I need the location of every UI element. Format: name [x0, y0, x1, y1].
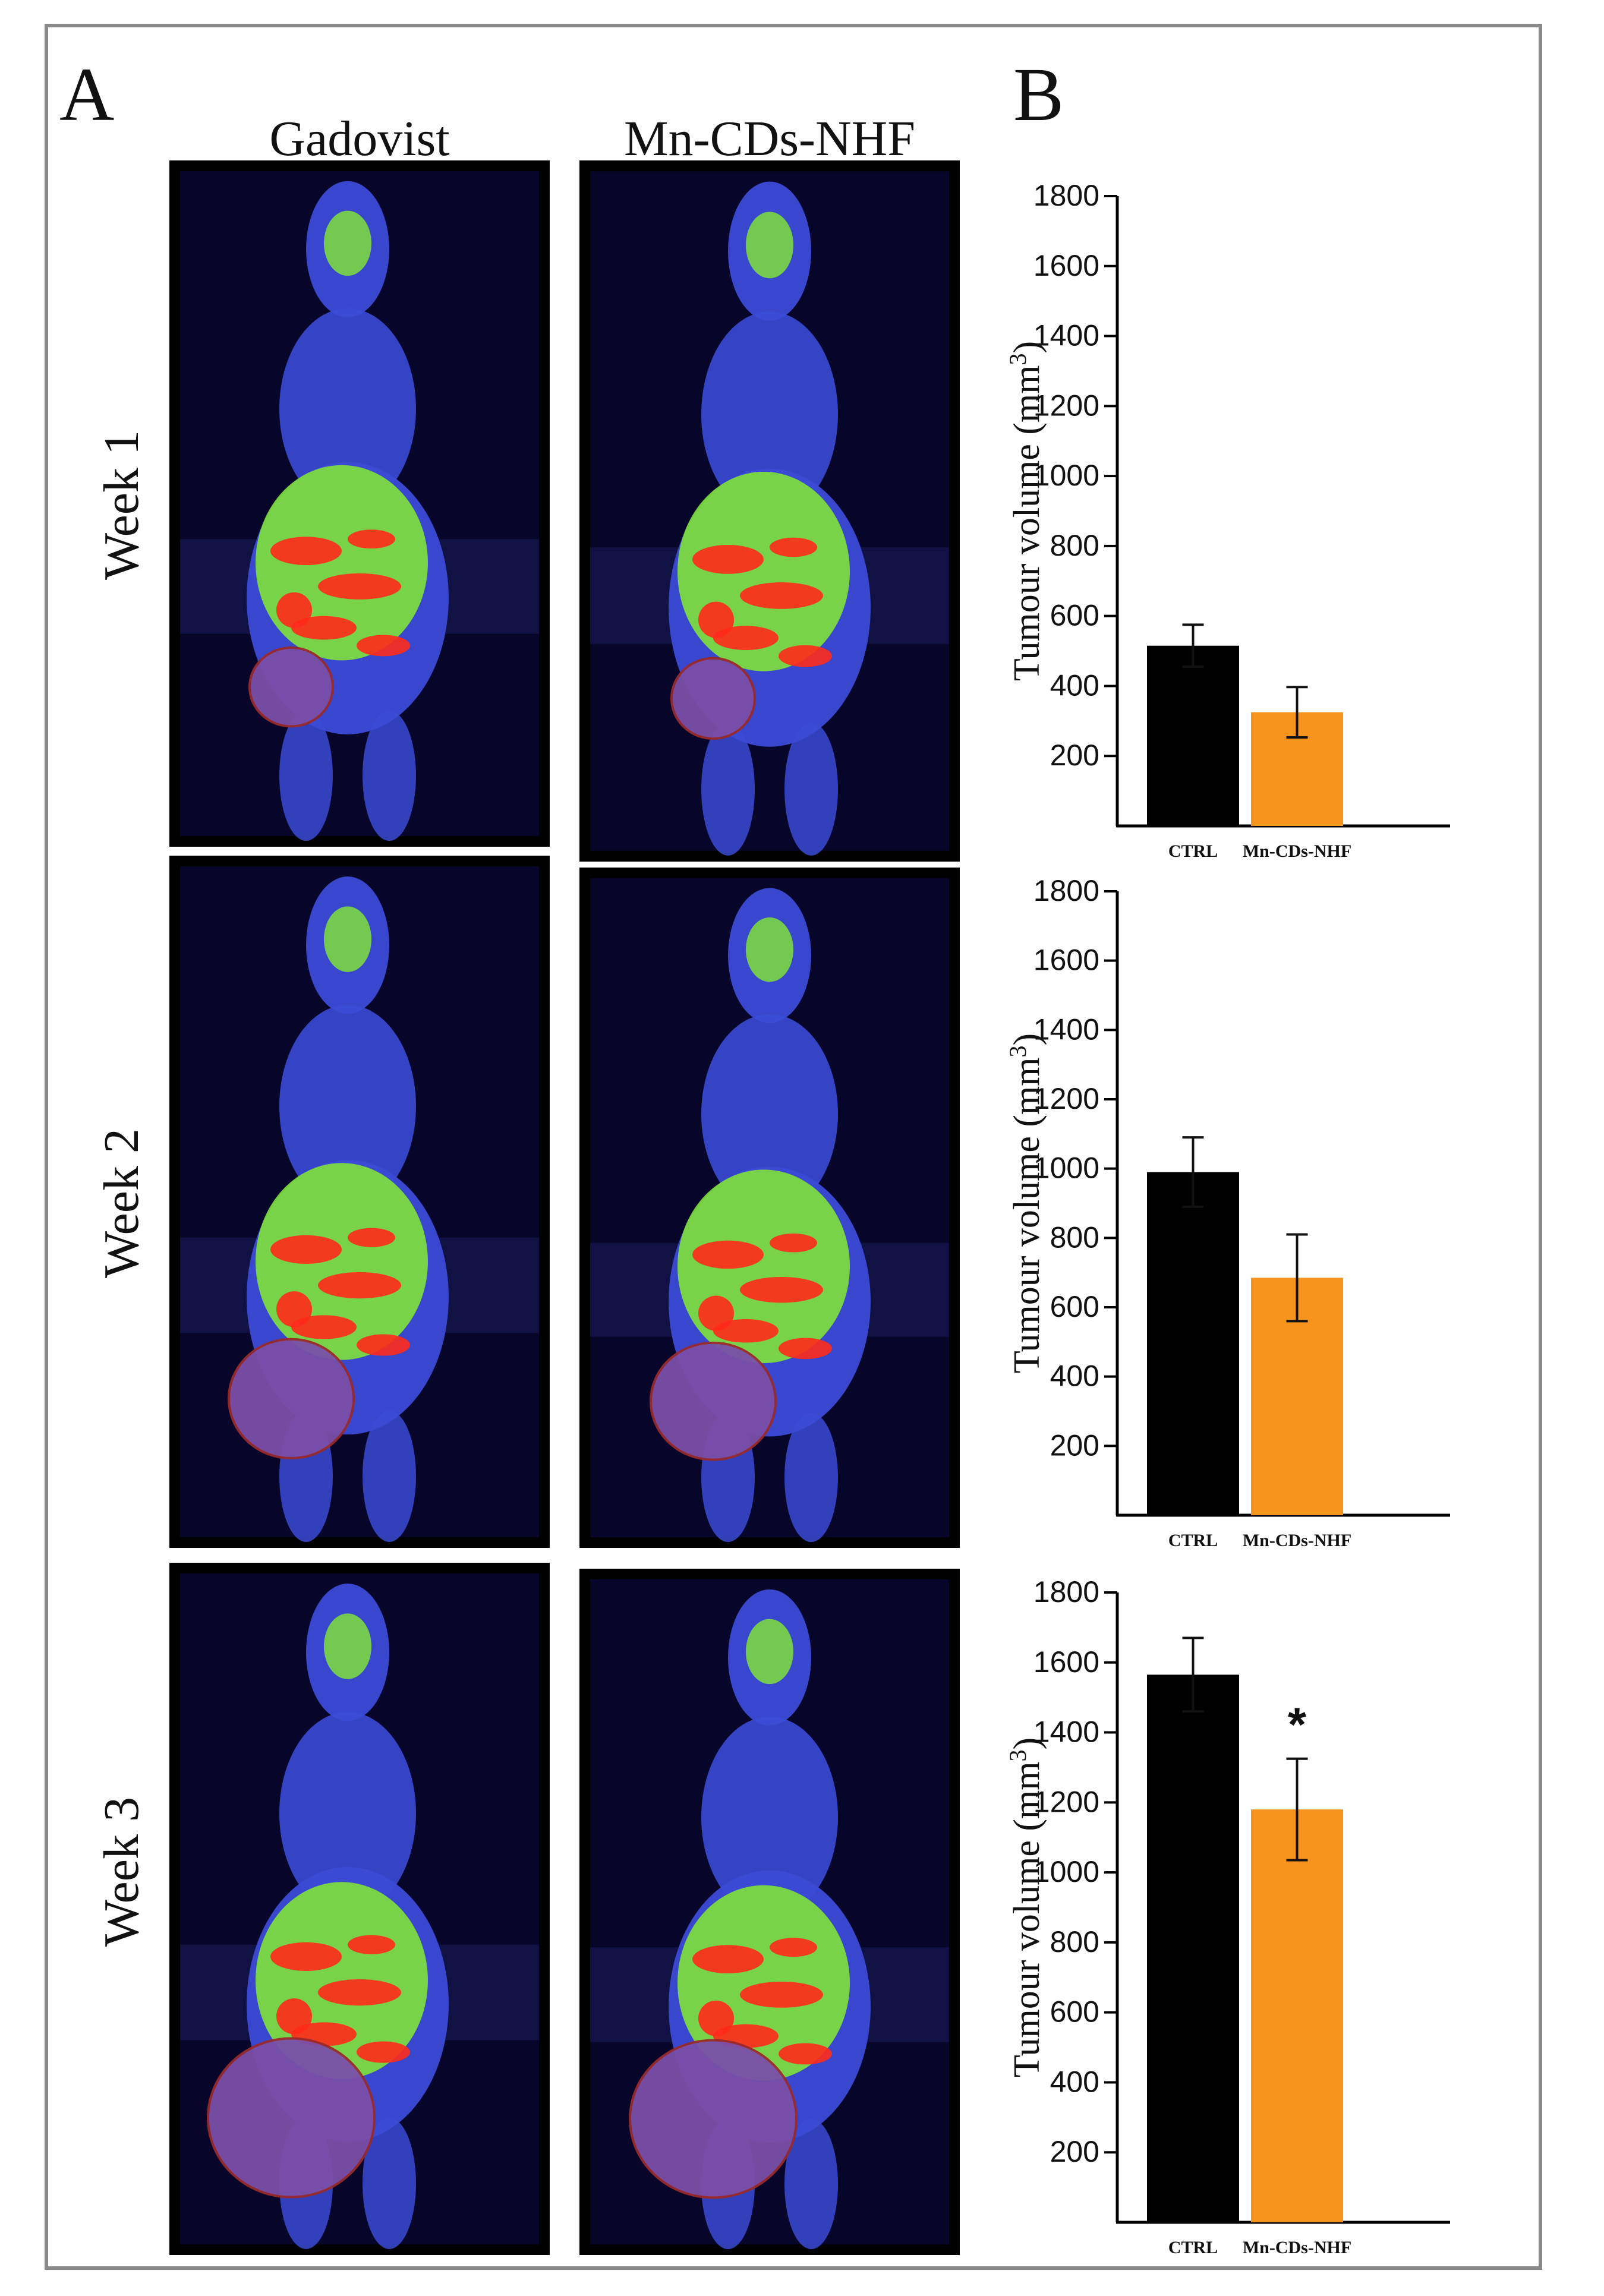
y-tick-label: 1800: [1033, 179, 1099, 212]
y-tick-label: 600: [1050, 1995, 1099, 2029]
y-tick-label: 1000: [1033, 459, 1099, 492]
significance-star: *: [1288, 1698, 1307, 1751]
chart-svg-week-1: 200 400 600 800 1000 1200 1400 1600 1800 Tumour v…: [1004, 179, 1450, 861]
y-tick-label: 200: [1050, 2135, 1099, 2168]
y-tick-label: 1600: [1033, 1645, 1099, 1679]
mri-scan-drawing: [590, 878, 949, 1543]
category-label: Mn-CDs-NHF: [1243, 1531, 1351, 1550]
y-tick-label: 1000: [1033, 1855, 1099, 1888]
mri-scan-drawing: [180, 171, 539, 841]
category-label: Mn-CDs-NHF: [1243, 2238, 1351, 2257]
y-axis-label: Tumour volume (mm3): [1004, 341, 1048, 681]
y-tick-label: 800: [1050, 1925, 1099, 1958]
y-tick-label: 400: [1050, 668, 1099, 702]
figure-frame: [45, 24, 1542, 2270]
chart-svg-week-3: 200 400 600 800 1000 1200 1400 1600 1800 Tumour v…: [1004, 1575, 1450, 2257]
row-label-week-3: Week 3: [94, 1796, 149, 1947]
error-bar: [1182, 623, 1204, 668]
error-bar: [1182, 1136, 1204, 1208]
chart-svg-week-2: 200 400 600 800 1000 1200 1400 1600 1800 Tumour v…: [1004, 874, 1450, 1550]
bar-mn-cds-nhf: [1251, 1809, 1343, 2222]
y-tick-label: 1400: [1033, 1013, 1099, 1046]
mri-scan-gadovist-week-1: [169, 160, 550, 847]
mri-scan-drawing: [180, 1573, 539, 2249]
category-label: CTRL: [1168, 2238, 1218, 2257]
y-tick-label: 600: [1050, 599, 1099, 632]
panel-b-label: B: [1013, 52, 1064, 137]
y-tick-label: 1400: [1033, 1715, 1099, 1749]
row-label-week-2: Week 2: [94, 1128, 149, 1279]
column-title-gadovist: Gadovist: [269, 111, 450, 166]
panel-a-label: A: [59, 52, 115, 137]
category-label: CTRL: [1168, 841, 1218, 861]
row-label-week-1: Week 1: [94, 430, 149, 581]
y-tick-label: 400: [1050, 2065, 1099, 2098]
y-tick-label: 200: [1050, 739, 1099, 772]
y-tick-label: 1800: [1033, 1575, 1099, 1609]
error-bar: [1286, 1757, 1308, 1862]
mri-scan-mn-cds-nhf-week-2: [579, 868, 960, 1548]
mri-scan-drawing: [180, 866, 539, 1542]
mri-scan-gadovist-week-2: [169, 856, 550, 1548]
y-tick-label: 1200: [1033, 1082, 1099, 1115]
y-tick-label: 1200: [1033, 1785, 1099, 1818]
y-tick-label: 1400: [1033, 319, 1099, 352]
bar-ctrl: [1147, 645, 1239, 826]
bar-chart-week-1: 200 400 600 800 1000 1200 1400 1600 1800 Tumour v…: [1004, 172, 1545, 873]
mri-scan-mn-cds-nhf-week-3: [579, 1569, 960, 2255]
mri-scan-drawing: [590, 171, 949, 856]
y-tick-label: 200: [1050, 1428, 1099, 1462]
error-bar: [1286, 1233, 1308, 1323]
mri-scan-mn-cds-nhf-week-1: [579, 160, 960, 862]
y-tick-label: 1800: [1033, 874, 1099, 907]
bar-ctrl: [1147, 1172, 1239, 1515]
y-axis-label: Tumour volume (mm3): [1004, 1737, 1048, 2077]
category-label: CTRL: [1168, 1531, 1218, 1550]
mri-scan-drawing: [590, 1579, 949, 2250]
y-tick-label: 1600: [1033, 249, 1099, 282]
y-tick-label: 800: [1050, 529, 1099, 562]
y-tick-label: 1000: [1033, 1152, 1099, 1185]
y-tick-label: 600: [1050, 1290, 1099, 1323]
bar-ctrl: [1147, 1674, 1239, 2222]
column-title-mn-cds-nhf: Mn-CDs-NHF: [623, 111, 916, 166]
error-bar: [1182, 1636, 1204, 1713]
mri-scan-gadovist-week-3: [169, 1563, 550, 2255]
bar-chart-week-3: 200 400 600 800 1000 1200 1400 1600 1800 Tumour v…: [1004, 1569, 1545, 2270]
y-tick-label: 400: [1050, 1360, 1099, 1393]
bar-chart-week-2: 200 400 600 800 1000 1200 1400 1600 1800 Tumour v…: [1004, 868, 1545, 1563]
y-axis-label: Tumour volume (mm3): [1004, 1033, 1048, 1373]
error-bar: [1286, 686, 1308, 739]
y-tick-label: 1600: [1033, 944, 1099, 977]
y-tick-label: 800: [1050, 1220, 1099, 1254]
category-label: Mn-CDs-NHF: [1243, 841, 1351, 861]
y-tick-label: 1200: [1033, 389, 1099, 422]
